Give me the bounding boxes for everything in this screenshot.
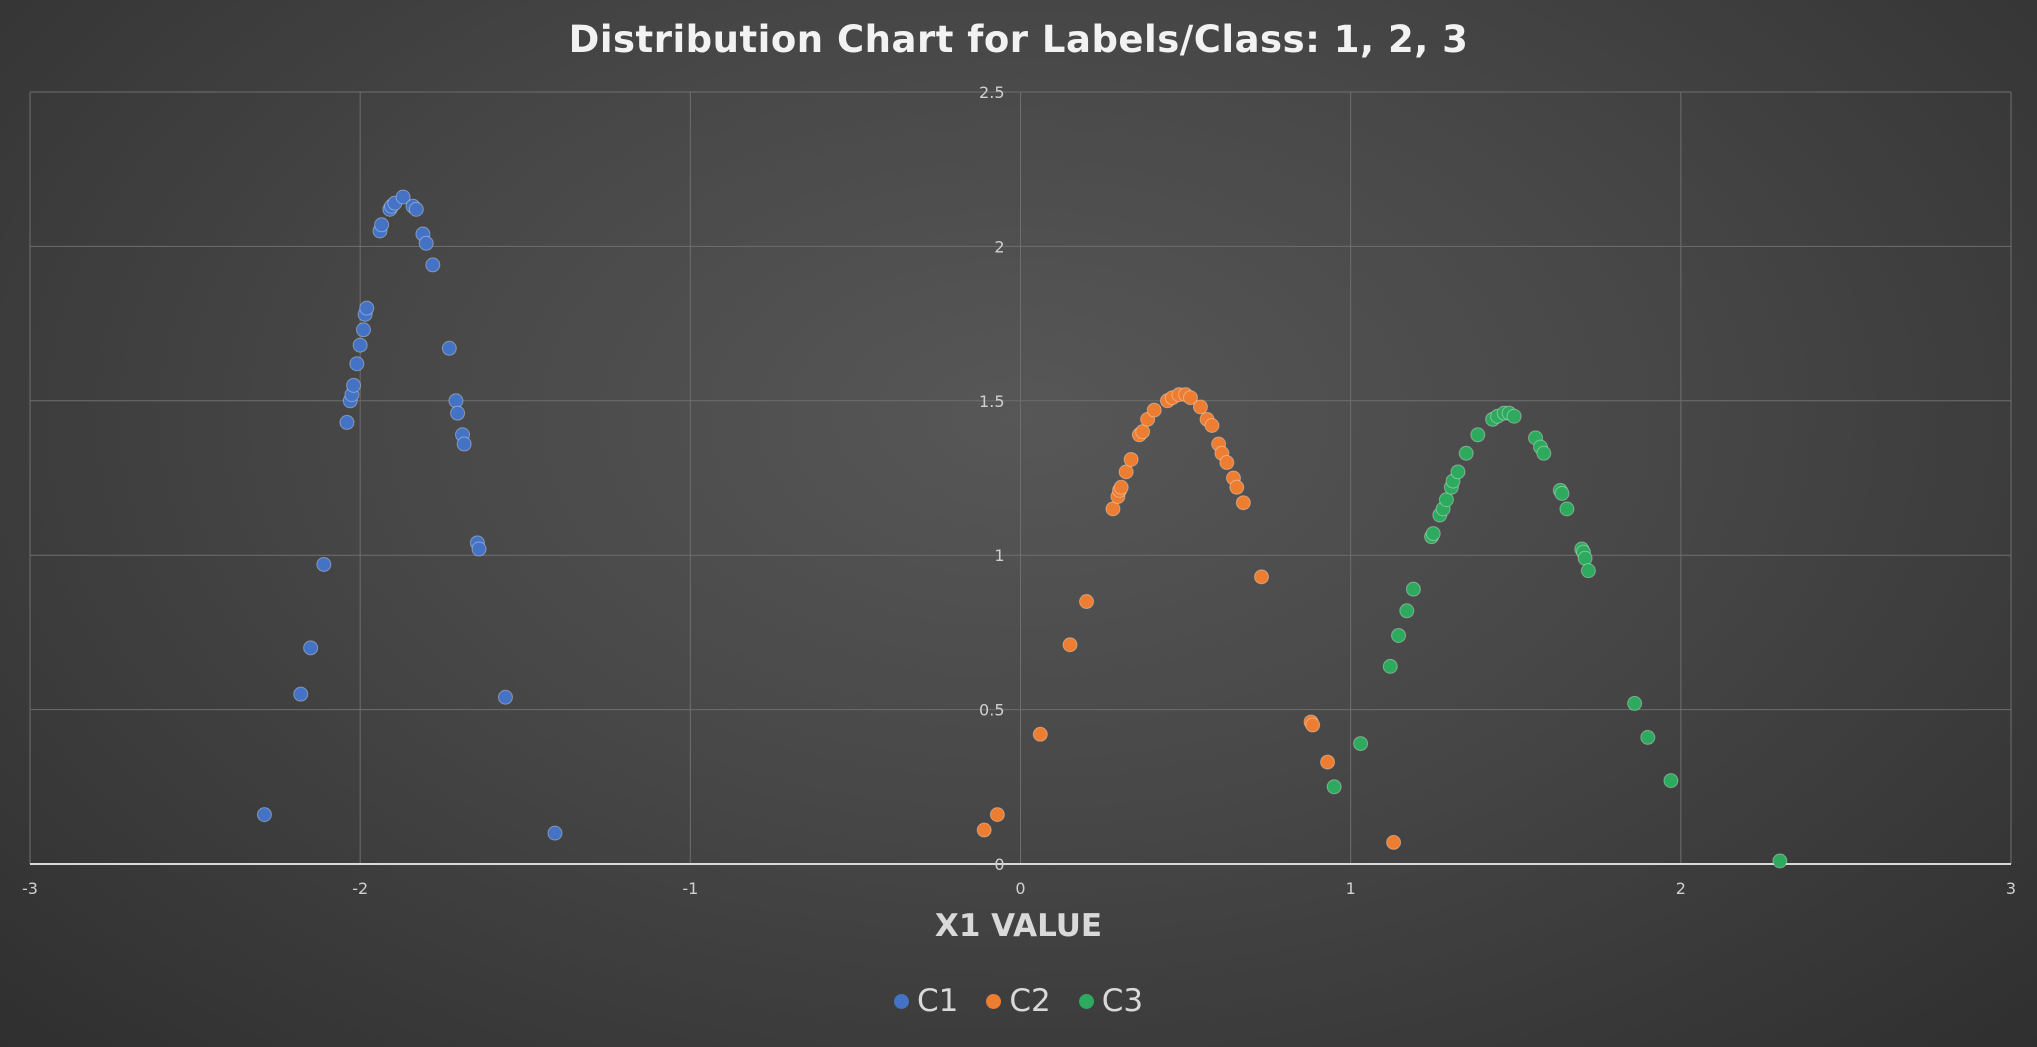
- point-c1-4: [339, 414, 355, 430]
- point-c2-9: [1118, 464, 1134, 480]
- point-c2-28: [1235, 495, 1251, 511]
- x-tick-label: 1: [1346, 879, 1356, 898]
- point-c1-8: [349, 356, 365, 372]
- point-c3-13: [1450, 464, 1466, 480]
- y-tick-label: 1.5: [979, 392, 1004, 411]
- y-tick-label: 0.5: [979, 701, 1004, 720]
- point-c1-9: [352, 337, 368, 353]
- point-c3-29: [1577, 550, 1593, 566]
- point-c3-32: [1640, 729, 1656, 745]
- point-c3-0: [1326, 779, 1342, 795]
- point-c2-33: [1386, 834, 1402, 850]
- legend-label-c1: C1: [916, 983, 959, 1019]
- point-c1-24: [441, 340, 457, 356]
- x-tick-label: 2: [1676, 879, 1686, 898]
- point-c2-10: [1123, 451, 1139, 467]
- x-tick-label: -1: [682, 879, 698, 898]
- y-tick-label: 1: [994, 546, 1004, 565]
- point-c1-3: [316, 556, 332, 572]
- point-c1-12: [359, 300, 375, 316]
- point-c1-22: [418, 235, 434, 251]
- point-c3-5: [1405, 581, 1421, 597]
- point-c3-3: [1391, 627, 1407, 643]
- x-tick-label: 0: [1015, 879, 1025, 898]
- point-c1-10: [355, 322, 371, 338]
- point-c2-27: [1229, 479, 1245, 495]
- grid-lines: [29, 91, 2012, 864]
- point-c2-0: [976, 822, 992, 838]
- point-c3-23: [1536, 445, 1552, 461]
- point-c2-25: [1219, 455, 1235, 471]
- legend-item-c1: C1: [893, 983, 959, 1019]
- legend-marker-c2: [986, 993, 1002, 1009]
- point-c3-14: [1458, 445, 1474, 461]
- point-c2-29: [1254, 569, 1270, 585]
- point-c1-25: [448, 393, 464, 409]
- point-c1-32: [547, 825, 563, 841]
- point-c3-34: [1772, 853, 1788, 869]
- point-c3-30: [1580, 563, 1596, 579]
- point-c3-10: [1438, 492, 1454, 508]
- point-c2-19: [1183, 390, 1199, 406]
- legend-marker-c3: [1078, 993, 1094, 1009]
- point-c2-32: [1320, 754, 1336, 770]
- point-c1-23: [425, 257, 441, 273]
- point-c2-20: [1192, 399, 1208, 415]
- legend-marker-c1: [893, 993, 909, 1009]
- x-tick-label: 3: [2006, 879, 2016, 898]
- point-c2-1: [989, 807, 1005, 823]
- point-c2-2: [1032, 726, 1048, 742]
- point-c3-20: [1506, 408, 1522, 424]
- point-c1-31: [497, 689, 513, 705]
- x-tick-label: -2: [352, 879, 368, 898]
- data-points: [256, 189, 1788, 869]
- point-c3-31: [1627, 695, 1643, 711]
- point-c1-14: [374, 217, 390, 233]
- point-c2-3: [1062, 637, 1078, 653]
- point-c2-12: [1135, 424, 1151, 440]
- y-tick-label: 2.5: [979, 83, 1004, 102]
- legend-item-c2: C2: [986, 983, 1051, 1019]
- x-axis-title: X1 VALUE: [934, 908, 1103, 944]
- point-c1-18: [395, 189, 411, 205]
- point-c3-15: [1470, 427, 1486, 443]
- point-c3-4: [1399, 603, 1415, 619]
- legend: C1 C2 C3: [0, 983, 2037, 1019]
- point-c2-14: [1146, 402, 1162, 418]
- x-tick-label: -3: [22, 879, 38, 898]
- legend-label-c2: C2: [1009, 983, 1051, 1019]
- point-c2-4: [1079, 594, 1095, 610]
- point-c1-0: [256, 807, 272, 823]
- point-c3-7: [1425, 526, 1441, 542]
- point-c2-5: [1105, 501, 1121, 517]
- point-c2-31: [1305, 717, 1321, 733]
- point-c1-26: [450, 405, 466, 421]
- point-c2-8: [1113, 479, 1129, 495]
- point-c1-1: [293, 686, 309, 702]
- y-tick-label: 0: [994, 855, 1004, 874]
- point-c3-1: [1353, 736, 1369, 752]
- chart-title: Distribution Chart for Labels/Class: 1, …: [568, 18, 1469, 61]
- point-c3-25: [1554, 485, 1570, 501]
- point-c3-33: [1663, 773, 1679, 789]
- point-c2-22: [1204, 418, 1220, 434]
- legend-item-c3: C3: [1078, 983, 1144, 1019]
- point-c3-2: [1382, 658, 1398, 674]
- point-c1-20: [408, 201, 424, 217]
- point-c1-28: [456, 436, 472, 452]
- point-c3-26: [1559, 501, 1575, 517]
- tick-labels: -3 -2 -1 0 1 2 3 0 0.5 1 1.5 2 2.5: [22, 83, 2016, 898]
- y-tick-label: 2: [994, 237, 1004, 256]
- point-c1-7: [346, 377, 362, 393]
- point-c1-2: [303, 640, 319, 656]
- point-c1-30: [471, 541, 487, 557]
- legend-label-c3: C3: [1101, 983, 1144, 1019]
